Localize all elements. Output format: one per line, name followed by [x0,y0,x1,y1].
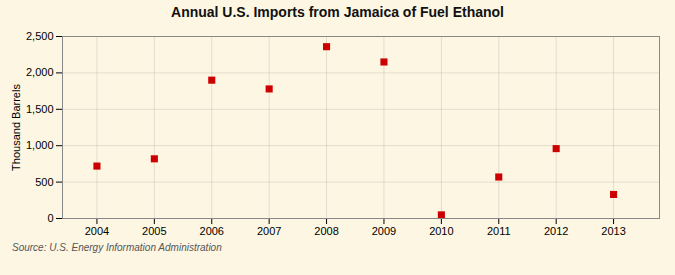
svg-text:2009: 2009 [372,225,396,237]
html-text:Annual U.S. Imports from Jamai: Annual U.S. Imports from Jamaica of Fuel… [171,4,504,20]
svg-text:2,000: 2,000 [26,66,54,78]
svg-text:500: 500 [35,176,53,188]
svg-text:2008: 2008 [314,225,338,237]
svg-text:2011: 2011 [487,225,511,237]
svg-text:0: 0 [47,212,53,224]
svg-text:1,000: 1,000 [26,139,54,151]
svg-text:2006: 2006 [200,225,224,237]
svg-text:2012: 2012 [544,225,568,237]
svg-text:2013: 2013 [601,225,625,237]
svg-text:2,500: 2,500 [26,30,54,42]
svg-text:2004: 2004 [85,225,109,237]
html-text:Source: U.S. Energy Informatio: Source: U.S. Energy Information Administ… [12,242,222,253]
svg-text:2010: 2010 [429,225,453,237]
svg-text:2005: 2005 [142,225,166,237]
svg-text:1,500: 1,500 [26,103,54,115]
svg-text:2007: 2007 [257,225,281,237]
svg-text:Thousand Barrels: Thousand Barrels [10,84,22,171]
